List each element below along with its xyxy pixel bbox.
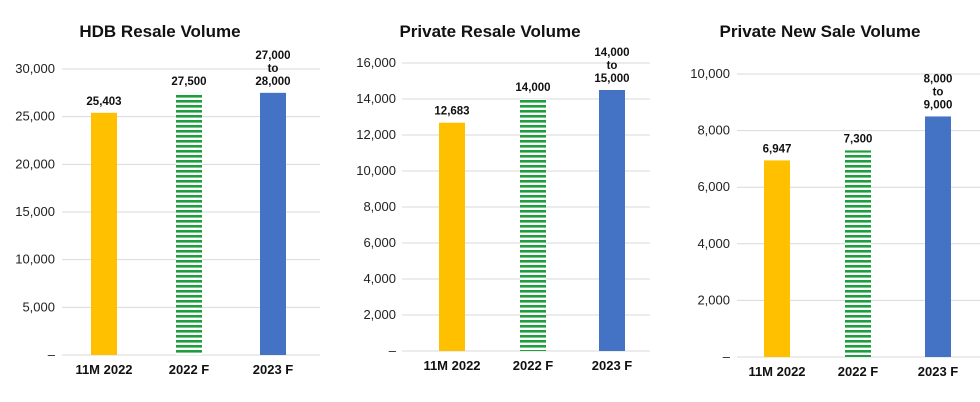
y-tick-label: 16,000	[356, 55, 396, 70]
y-tick-label: 14,000	[356, 91, 396, 106]
y-tick-label: –	[389, 343, 397, 358]
data-label: 6,947	[763, 143, 792, 155]
chart-title: Private New Sale Volume	[719, 22, 921, 41]
bar	[260, 92, 286, 355]
category-label: 2022 F	[169, 362, 210, 377]
category-label: 2023 F	[253, 362, 294, 377]
category-label: 11M 2022	[748, 364, 805, 379]
y-tick-label: 20,000	[15, 156, 55, 171]
y-tick-label: 2,000	[363, 307, 396, 322]
y-tick-label: 4,000	[697, 236, 730, 251]
data-label: 14,000 to 15,000	[594, 47, 629, 85]
category-label: 11M 2022	[75, 362, 132, 377]
category-label: 11M 2022	[423, 358, 480, 373]
y-tick-label: 15,000	[15, 204, 55, 219]
chart-private-new-sale-volume: Private New Sale Volume – 2,000 4,000 6,000…	[660, 0, 980, 402]
data-label: 12,683	[434, 106, 469, 118]
bar	[176, 92, 202, 355]
y-tick-label: –	[723, 349, 731, 364]
chart-hdb-resale-volume: HDB Resale Volume – 5,000 10,000 15,000 20,0…	[0, 0, 320, 402]
category-label: 2022 F	[838, 364, 879, 379]
category-label: 2022 F	[513, 358, 554, 373]
category-label: 2023 F	[918, 364, 959, 379]
data-label: 27,000 to 28,000	[255, 50, 290, 88]
y-tick-label: 10,000	[15, 252, 55, 267]
y-tick-label: –	[48, 347, 56, 362]
chart-canvas: – 2,000 4,000 6,000 8,000 10,000 12,000 14,000 1…	[356, 47, 650, 373]
bar	[599, 90, 625, 351]
y-tick-label: 6,000	[363, 235, 396, 250]
y-tick-label: 10,000	[356, 163, 396, 178]
y-tick-label: 30,000	[15, 61, 55, 76]
y-tick-label: 12,000	[356, 127, 396, 142]
data-label: 8,000 to 9,000	[924, 73, 953, 111]
y-tick-label: 5,000	[22, 299, 55, 314]
bar	[845, 150, 871, 357]
data-label: 7,300	[844, 133, 873, 145]
y-tick-label: 8,000	[363, 199, 396, 214]
y-tick-label: 10,000	[690, 66, 730, 81]
y-tick-label: 4,000	[363, 271, 396, 286]
category-label: 2023 F	[592, 358, 633, 373]
chart-title: Private Resale Volume	[399, 22, 581, 41]
bar	[439, 122, 465, 352]
y-tick-label: 2,000	[697, 292, 730, 307]
data-label: 27,500	[171, 76, 206, 88]
data-label: 14,000	[515, 82, 550, 94]
chart-title: HDB Resale Volume	[79, 22, 241, 41]
bar	[91, 112, 117, 355]
chart-canvas: – 2,000 4,000 6,000 8,000 10,000 6,947 11M 2022…	[690, 66, 980, 379]
y-tick-label: 6,000	[697, 179, 730, 194]
bar	[925, 116, 951, 357]
bar	[764, 160, 790, 357]
y-tick-label: 25,000	[15, 109, 55, 124]
y-tick-label: 8,000	[697, 123, 730, 138]
chart-canvas: – 5,000 10,000 15,000 20,000 25,000 30,000 25,4…	[15, 50, 320, 377]
bar	[520, 99, 546, 351]
data-label: 25,403	[86, 96, 121, 108]
chart-private-resale-volume: Private Resale Volume – 2,000 4,000 6,000 8,…	[330, 0, 650, 402]
